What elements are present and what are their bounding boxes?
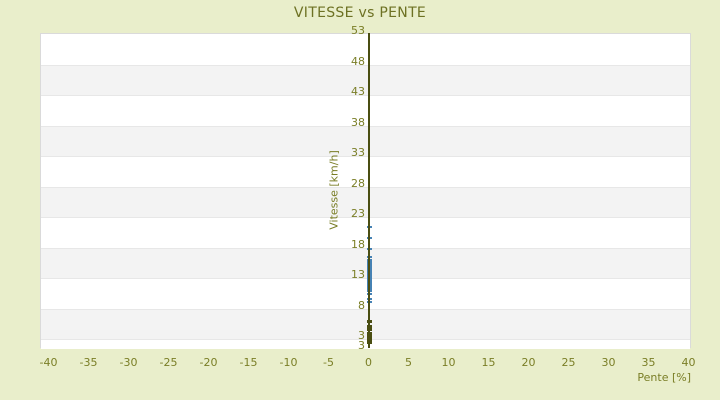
- data-point: [367, 247, 372, 250]
- x-tick-label: 15: [481, 356, 496, 369]
- data-point: [367, 281, 372, 284]
- data-point: [367, 289, 372, 292]
- plot-band: [41, 308, 690, 339]
- x-tick-label: 30: [601, 356, 616, 369]
- plot-band: [41, 339, 690, 349]
- y-tick-label: 3: [358, 329, 365, 342]
- x-tick-label: -25: [159, 356, 178, 369]
- data-point: [367, 328, 372, 332]
- data-point: [367, 261, 372, 264]
- x-axis-title: Pente [%]: [637, 371, 691, 384]
- y-tick-label: 38: [351, 115, 365, 129]
- data-point: [367, 279, 372, 282]
- data-point: [367, 236, 372, 239]
- data-point: [367, 277, 372, 280]
- data-point: [367, 284, 372, 287]
- data-point: [367, 297, 372, 300]
- y-axis-line: [367, 33, 370, 348]
- x-tick-label: 10: [441, 356, 456, 369]
- plot-area: [40, 33, 691, 349]
- y-tick-label: 23: [351, 207, 365, 220]
- x-tick-label: 20: [521, 356, 536, 369]
- x-tick-label: 35: [641, 356, 656, 369]
- x-tick-label: 40: [681, 356, 696, 369]
- x-tick-label: -40: [39, 356, 58, 369]
- x-tick-label: -35: [79, 356, 98, 369]
- data-point: [367, 320, 372, 324]
- y-tick-label: 53: [351, 24, 365, 37]
- plot-band: [41, 186, 690, 217]
- data-point: [367, 272, 372, 275]
- data-point: [367, 335, 372, 339]
- y-tick-label: 8: [358, 298, 365, 312]
- data-point: [367, 300, 372, 303]
- plot-band: [41, 95, 690, 126]
- data-point: [367, 341, 372, 345]
- data-point: [367, 264, 372, 267]
- data-point: [367, 288, 372, 291]
- data-point: [367, 332, 372, 335]
- data-point: [367, 255, 372, 258]
- y-tick-label: 13: [351, 268, 365, 281]
- data-point: [367, 275, 372, 278]
- y-tick-label: 28: [351, 176, 365, 190]
- plot-band: [41, 217, 690, 248]
- plot-band: [41, 125, 690, 156]
- data-point: [367, 270, 372, 273]
- x-tick-label: -30: [119, 356, 138, 369]
- data-point: [367, 273, 372, 276]
- y-tick-label: 48: [351, 54, 365, 68]
- data-point: [367, 268, 372, 271]
- x-tick-label: 0: [365, 356, 372, 369]
- y-tick-label: 18: [351, 237, 365, 251]
- data-point: [367, 266, 372, 269]
- x-tick-label: 5: [405, 356, 412, 369]
- y-tick-label: 43: [351, 85, 365, 98]
- y-tick-label: 3: [358, 339, 365, 352]
- x-tick-label: -15: [239, 356, 258, 369]
- plot-band: [41, 34, 690, 65]
- chart-title: VITESSE vs PENTE: [293, 5, 427, 21]
- x-tick-label: -20: [199, 356, 218, 369]
- data-point: [367, 283, 372, 286]
- plot-band: [41, 156, 690, 187]
- data-point: [367, 259, 372, 262]
- data-point: [367, 293, 372, 296]
- plot-band: [41, 64, 690, 95]
- data-point: [367, 338, 372, 342]
- plot-band: [41, 247, 690, 278]
- y-tick-label: 33: [351, 146, 365, 159]
- plot-band: [41, 278, 690, 309]
- data-point: [367, 262, 372, 265]
- x-tick-label: -5: [323, 356, 334, 369]
- x-tick-label: 25: [561, 356, 576, 369]
- data-point: [367, 324, 372, 328]
- data-point: [367, 225, 372, 228]
- x-tick-label: -10: [279, 356, 298, 369]
- data-point: [367, 286, 372, 289]
